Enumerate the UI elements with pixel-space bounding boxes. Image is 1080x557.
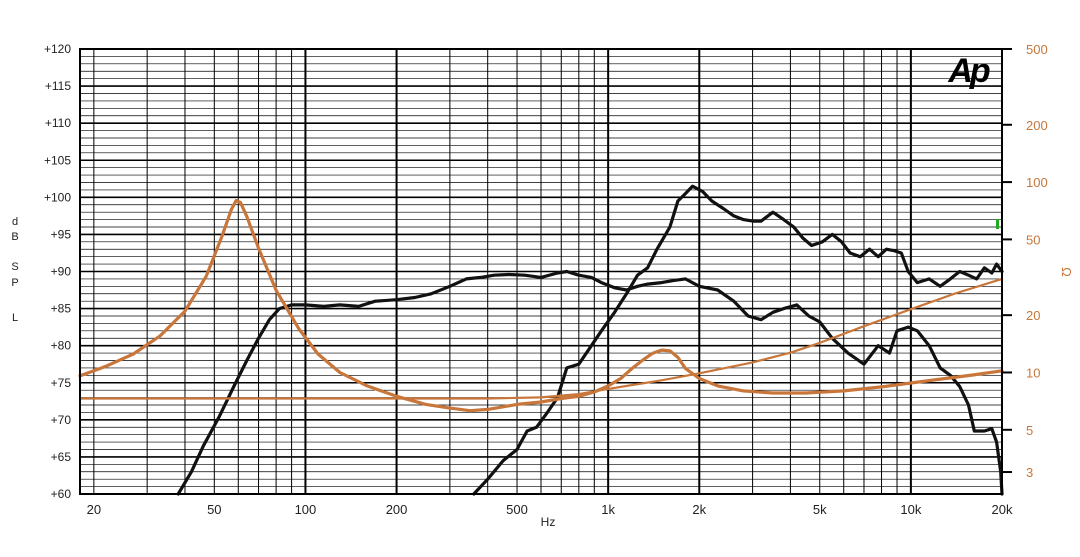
y-tick-label: +105 [44,153,71,167]
x-tick-label: 500 [506,502,528,517]
x-tick-label: 5k [813,502,827,517]
y-tick-label: +90 [51,265,72,279]
right-axis-tick-labels: 500 200 100 50 20 10 5 3 [1002,42,1048,480]
y-tick-label: +70 [51,413,72,427]
y2-tick-label: 20 [1026,308,1040,323]
ap-logo: Ap [947,52,990,90]
green-marker [996,219,999,229]
x-axis-label: Hz [541,515,556,529]
y-tick-label: +115 [45,79,71,93]
y2-tick-label: 200 [1026,118,1048,133]
x-tick-label: 20 [87,502,101,517]
curves [78,184,1004,496]
spl-curve-2 [472,184,1004,496]
y-tick-label: +120 [44,42,71,56]
spl-curve-1 [176,269,1004,496]
y-axis-label-letter: B [11,231,18,243]
x-tick-label: 50 [207,502,221,517]
y2-tick-label: 10 [1026,365,1040,380]
y-tick-label: +75 [51,376,72,390]
left-axis-tick-labels: +120 +115 +110 +105 +100 +95 +90 +85 +80 +75 +70 +6… [44,42,71,501]
y-axis-label-letter: d [12,216,18,228]
x-axis-tick-labels: 20 50 100 200 500 1k 2k 5k 10k 20k [87,502,1013,517]
y2-tick-label: 50 [1026,232,1040,247]
y-tick-label: +85 [51,302,72,316]
x-tick-label: 20k [992,502,1013,517]
y-axis-label-letter: L [12,312,18,324]
y2-tick-label: 5 [1026,423,1033,438]
impedance-curve-3 [78,198,1004,413]
plot-frame [79,48,1003,495]
y-tick-label: +100 [44,190,71,204]
y2-tick-label: 500 [1026,42,1048,57]
x-tick-label: 200 [386,502,408,517]
grid-lines [80,48,1003,495]
impedance-curve-4 [78,277,1004,400]
y-tick-label: +60 [51,487,72,501]
y-tick-label: +80 [51,339,72,353]
y-tick-label: +95 [51,227,72,241]
y-tick-label: +65 [51,450,72,464]
y2-tick-label: 100 [1026,175,1048,190]
x-tick-label: 2k [692,502,706,517]
x-tick-label: 1k [601,502,615,517]
y-axis-label-spl: dB SP L [11,216,18,324]
y-axis-label-letter: P [11,277,18,289]
y-axis-label-letter: S [11,261,18,273]
x-tick-label: 100 [295,502,317,517]
y-tick-label: +110 [45,116,71,130]
y2-tick-label: 3 [1026,465,1033,480]
y2-axis-label-ohm: Ω [1059,267,1074,277]
x-tick-label: 10k [900,502,921,517]
